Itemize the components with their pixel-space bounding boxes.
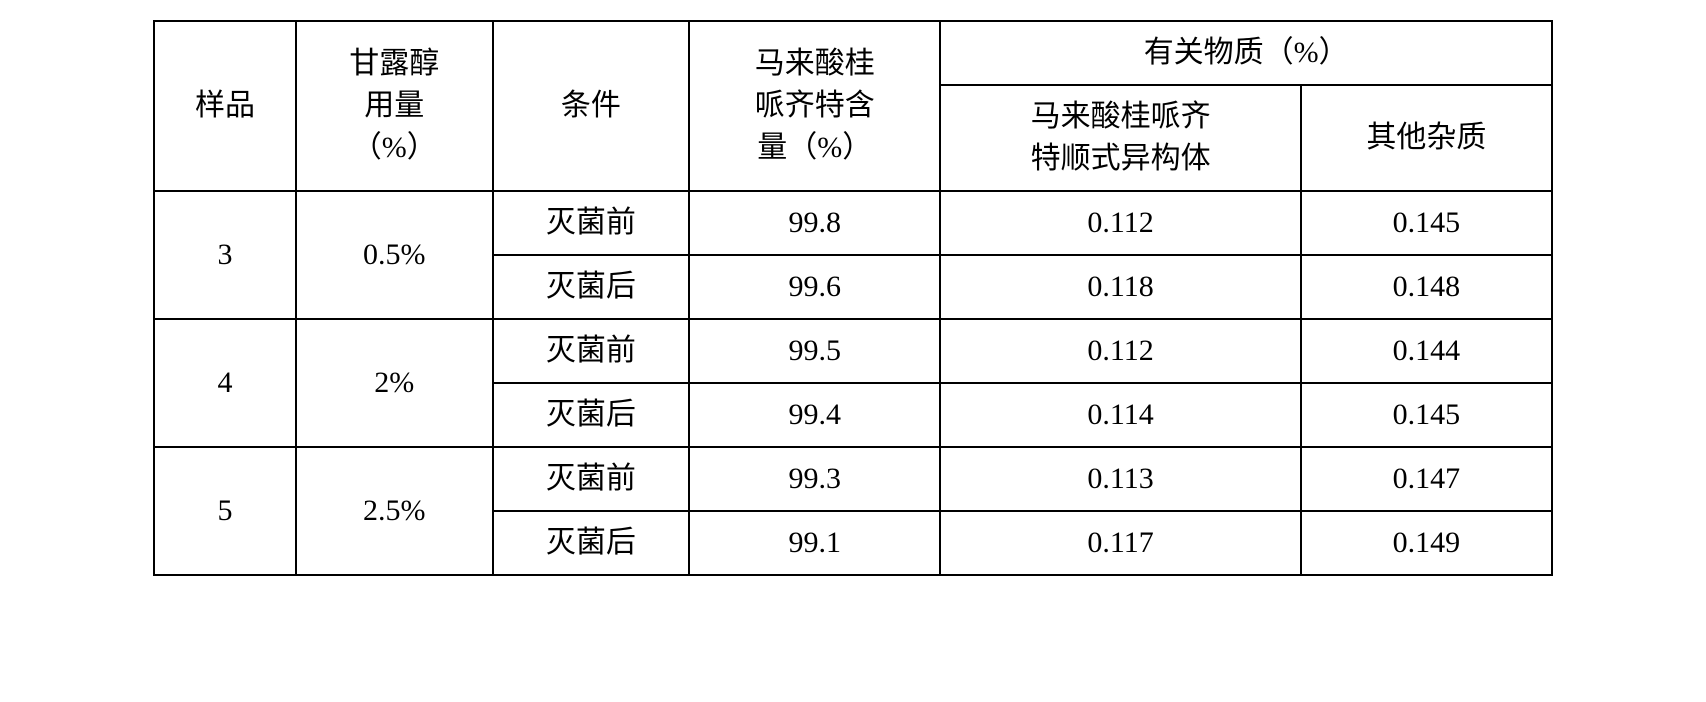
table-row: 5 2.5% 灭菌前 99.3 0.113 0.147 [154, 447, 1552, 511]
cell-cis-isomer: 0.114 [940, 383, 1300, 447]
cell-cis-isomer: 0.112 [940, 191, 1300, 255]
cell-other: 0.145 [1301, 383, 1552, 447]
cell-condition: 灭菌后 [493, 383, 690, 447]
cell-other: 0.144 [1301, 319, 1552, 383]
cell-sample: 3 [154, 191, 296, 319]
cell-other: 0.148 [1301, 255, 1552, 319]
cell-condition: 灭菌后 [493, 255, 690, 319]
cell-content: 99.8 [689, 191, 940, 255]
header-related-substances: 有关物质（%） [940, 21, 1552, 85]
cell-other: 0.149 [1301, 511, 1552, 575]
cell-other: 0.147 [1301, 447, 1552, 511]
cell-dosage: 2% [296, 319, 493, 447]
cell-cis-isomer: 0.117 [940, 511, 1300, 575]
cell-sample: 4 [154, 319, 296, 447]
header-dosage: 甘露醇用量（%） [296, 21, 493, 191]
header-cis-isomer: 马来酸桂哌齐特顺式异构体 [940, 85, 1300, 191]
data-table: 样品 甘露醇用量（%） 条件 马来酸桂哌齐特含量（%） 有关物质（%） 马来酸桂… [153, 20, 1553, 576]
cell-cis-isomer: 0.113 [940, 447, 1300, 511]
table-row: 4 2% 灭菌前 99.5 0.112 0.144 [154, 319, 1552, 383]
header-condition: 条件 [493, 21, 690, 191]
cell-dosage: 2.5% [296, 447, 493, 575]
cell-content: 99.1 [689, 511, 940, 575]
cell-condition: 灭菌前 [493, 319, 690, 383]
header-sample: 样品 [154, 21, 296, 191]
cell-condition: 灭菌前 [493, 447, 690, 511]
cell-content: 99.5 [689, 319, 940, 383]
cell-content: 99.4 [689, 383, 940, 447]
header-other-impurities: 其他杂质 [1301, 85, 1552, 191]
cell-cis-isomer: 0.112 [940, 319, 1300, 383]
table-row: 3 0.5% 灭菌前 99.8 0.112 0.145 [154, 191, 1552, 255]
cell-condition: 灭菌前 [493, 191, 690, 255]
cell-content: 99.3 [689, 447, 940, 511]
header-row-1: 样品 甘露醇用量（%） 条件 马来酸桂哌齐特含量（%） 有关物质（%） [154, 21, 1552, 85]
cell-condition: 灭菌后 [493, 511, 690, 575]
header-content: 马来酸桂哌齐特含量（%） [689, 21, 940, 191]
cell-dosage: 0.5% [296, 191, 493, 319]
cell-cis-isomer: 0.118 [940, 255, 1300, 319]
cell-sample: 5 [154, 447, 296, 575]
cell-content: 99.6 [689, 255, 940, 319]
cell-other: 0.145 [1301, 191, 1552, 255]
